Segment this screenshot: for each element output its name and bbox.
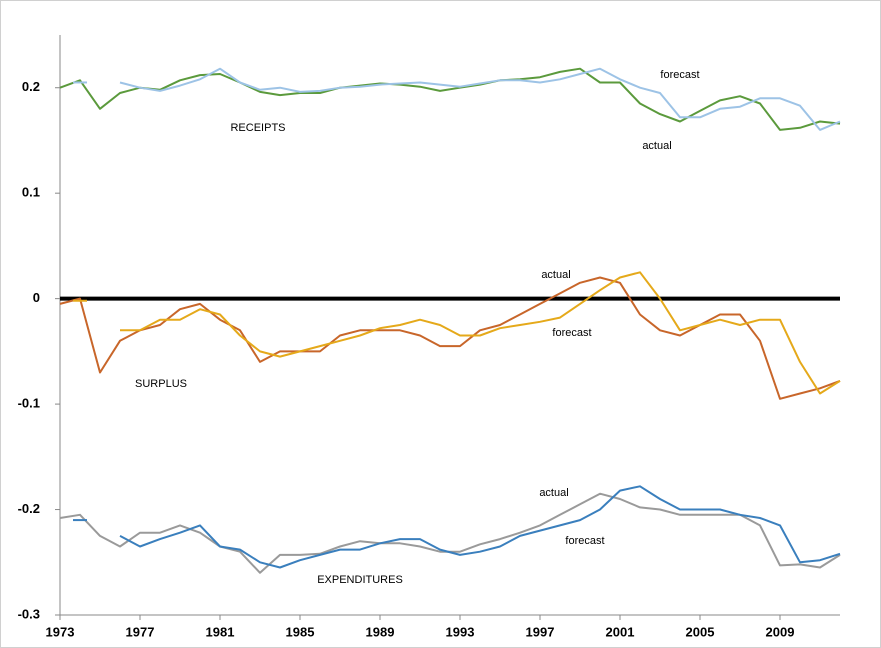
x-tick-label: 2005 bbox=[686, 624, 715, 639]
y-tick-label: 0.2 bbox=[22, 79, 40, 94]
annotation: actual bbox=[539, 487, 568, 499]
annotation: actual bbox=[642, 140, 671, 152]
x-tick-label: 1997 bbox=[526, 624, 555, 639]
x-tick-label: 2009 bbox=[766, 624, 795, 639]
series-line bbox=[59, 276, 841, 400]
annotation: forecast bbox=[565, 535, 604, 547]
series-line bbox=[120, 271, 841, 395]
series-line bbox=[119, 485, 841, 569]
x-tick-label: 2001 bbox=[606, 624, 635, 639]
x-tick-label: 1993 bbox=[446, 624, 475, 639]
x-tick-label: 1973 bbox=[46, 624, 75, 639]
y-tick-label: -0.1 bbox=[18, 396, 40, 411]
x-tick-label: 1977 bbox=[126, 624, 155, 639]
annotation: EXPENDITURES bbox=[317, 574, 403, 586]
annotation: SURPLUS bbox=[135, 378, 187, 390]
series-line bbox=[59, 67, 841, 131]
y-tick-label: -0.3 bbox=[18, 606, 40, 621]
annotation: RECEIPTS bbox=[230, 122, 285, 134]
series-line bbox=[119, 67, 841, 131]
annotation: forecast bbox=[660, 69, 699, 81]
y-tick-label: 0 bbox=[33, 290, 40, 305]
annotation: forecast bbox=[552, 327, 591, 339]
y-tick-label: -0.2 bbox=[18, 501, 40, 516]
y-tick-label: 0.1 bbox=[22, 185, 40, 200]
annotation: actual bbox=[541, 269, 570, 281]
x-tick-label: 1981 bbox=[206, 624, 235, 639]
x-tick-label: 1985 bbox=[286, 624, 315, 639]
x-tick-label: 1989 bbox=[366, 624, 395, 639]
